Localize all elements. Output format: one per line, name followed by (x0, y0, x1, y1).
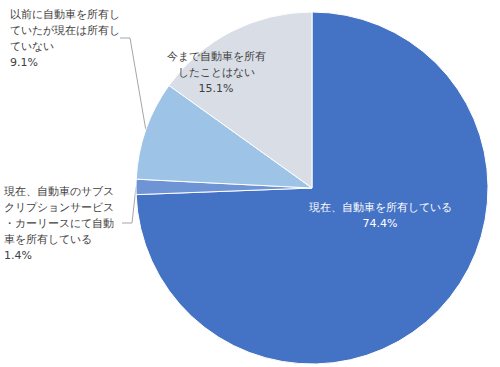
svg-text:現在、自動車を所有している: 現在、自動車を所有している (309, 201, 452, 214)
svg-text:・カーリースにて自動: ・カーリースにて自動 (4, 217, 114, 230)
svg-text:車を所有している: 車を所有している (4, 233, 92, 246)
svg-text:1.4%: 1.4% (4, 249, 32, 262)
svg-text:今まで自動車を所有: 今まで自動車を所有 (167, 50, 266, 63)
svg-text:ていたが現在は所有し: ていたが現在は所有し (10, 24, 120, 37)
svg-text:9.1%: 9.1% (10, 56, 38, 69)
svg-text:ていない: ていない (10, 40, 54, 53)
svg-text:したことはない: したことはない (178, 66, 255, 79)
svg-text:74.4%: 74.4% (363, 217, 398, 230)
svg-text:クリプションサービス: クリプションサービス (4, 201, 114, 214)
svg-text:15.1%: 15.1% (199, 82, 234, 95)
svg-text:現在、自動車のサブス: 現在、自動車のサブス (4, 185, 114, 198)
svg-text:以前に自動車を所有し: 以前に自動車を所有し (10, 8, 120, 21)
